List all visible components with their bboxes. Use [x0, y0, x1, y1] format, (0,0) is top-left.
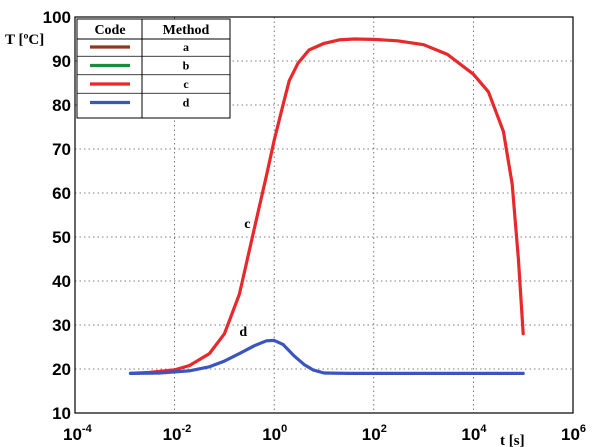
legend-method-label: b	[183, 59, 190, 73]
y-tick-label: 20	[52, 360, 71, 379]
x-tick-label: 104	[461, 423, 487, 444]
y-tick-label: 30	[52, 316, 71, 335]
legend-method-label: c	[183, 77, 189, 91]
y-axis-label: T [ºC]	[5, 32, 44, 48]
x-tick-label: 102	[362, 423, 387, 444]
legend-method-label: a	[183, 40, 189, 54]
x-tick-label: 106	[561, 423, 586, 444]
y-tick-label: 100	[43, 8, 71, 27]
legend-method-label: d	[183, 96, 190, 110]
y-tick-label: 70	[52, 140, 71, 159]
y-tick-label: 80	[52, 96, 71, 115]
legend-header-method: Method	[163, 23, 210, 38]
series-layer	[128, 37, 525, 375]
x-axis-label: t [s]	[500, 433, 525, 447]
curve-label-d: d	[239, 325, 247, 340]
y-tick-label: 90	[52, 52, 71, 71]
series-line-d	[128, 338, 525, 375]
curve-annotations: cd	[239, 217, 250, 340]
y-tick-label: 50	[52, 228, 71, 247]
y-tick-label: 10	[52, 404, 71, 423]
series-line-c	[128, 37, 525, 375]
y-tick-label: 40	[52, 272, 71, 291]
legend-header-code: Code	[94, 23, 125, 38]
x-tick-label: 10-2	[163, 423, 192, 444]
y-tick-label: 60	[52, 184, 71, 203]
plot-frame	[74, 16, 574, 414]
x-tick-label: 100	[262, 423, 287, 444]
x-tick-label: 10-4	[63, 423, 93, 444]
curve-label-c: c	[244, 217, 250, 232]
tick-labels: 10 20 30 40 50 60 70 80 90 100 10-4 10-2 100 102 104 10…	[43, 8, 586, 444]
